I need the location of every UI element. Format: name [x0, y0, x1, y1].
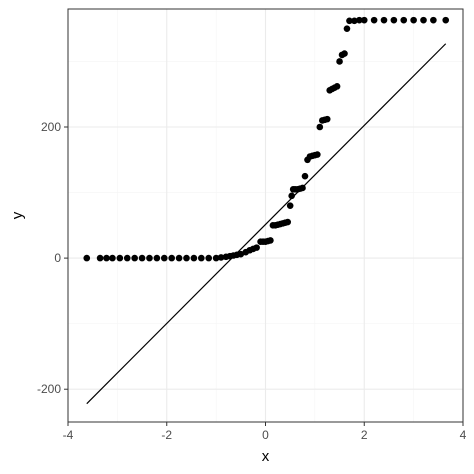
data-point [175, 254, 183, 262]
data-point [314, 151, 321, 158]
data-point [370, 16, 378, 24]
data-point [116, 254, 124, 262]
data-point [341, 50, 348, 57]
data-point [267, 237, 274, 244]
data-point [323, 115, 331, 123]
data-point [316, 123, 324, 131]
data-point [336, 58, 343, 65]
data-point [284, 218, 292, 226]
data-point [380, 16, 388, 24]
reference-line [86, 43, 447, 405]
data-point [430, 16, 437, 24]
data-point [123, 254, 131, 262]
data-point [288, 192, 295, 200]
data-point [346, 17, 353, 25]
data-point [333, 83, 341, 90]
x-tick-label: -2 [161, 428, 172, 442]
data-point [237, 250, 245, 258]
data-point [410, 16, 417, 24]
data-point [442, 16, 450, 24]
data-point [168, 254, 175, 262]
data-point [83, 254, 91, 262]
data-point [343, 25, 351, 32]
data-point [183, 254, 190, 262]
data-point [420, 16, 427, 24]
data-point [351, 17, 358, 25]
data-point [131, 254, 138, 262]
data-point [286, 202, 294, 209]
x-tick-label: 4 [460, 428, 467, 442]
x-axis-title: x [262, 448, 270, 465]
data-point [360, 16, 368, 24]
data-point [217, 254, 225, 261]
data-point [153, 254, 161, 262]
data-point [253, 244, 260, 251]
data-point [138, 254, 146, 262]
data-point [356, 16, 363, 24]
data-point [146, 254, 153, 262]
data-point [96, 254, 104, 262]
data-point [205, 254, 213, 262]
y-tick-label: 200 [41, 120, 61, 134]
x-tick-label: 2 [361, 428, 368, 442]
data-point [198, 254, 205, 262]
data-point [190, 254, 198, 262]
data-point [400, 16, 408, 24]
y-axis-title: y [9, 211, 26, 219]
data-point [390, 16, 398, 24]
data-point [301, 172, 309, 180]
x-tick-label: -4 [63, 428, 74, 442]
data-point [212, 254, 220, 262]
data-point [160, 254, 168, 262]
x-tick-label: 0 [262, 428, 269, 442]
y-tick-label: -200 [37, 382, 61, 396]
data-point [109, 254, 116, 262]
data-point [103, 254, 110, 262]
axes: -4 -2 0 2 4 -200 0 200 [37, 120, 467, 442]
data-layer [83, 16, 450, 405]
y-tick-label: 0 [54, 251, 61, 265]
